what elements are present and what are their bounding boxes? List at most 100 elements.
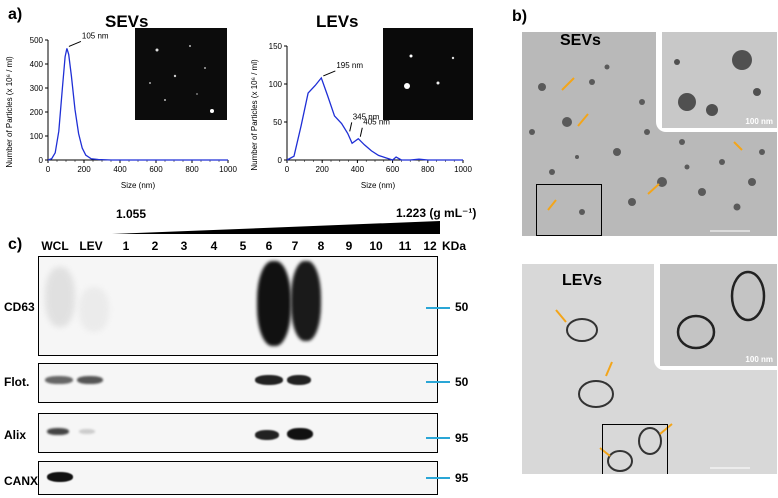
blot-row-label-cd63: CD63 [4,300,35,314]
levs-inset-scale-bar: 100 nm [745,355,773,364]
levs-series-line [286,76,463,161]
density-gradient-wedge [112,221,440,234]
sevs-y-tick-label-4: 400 [30,60,44,69]
panel-label-c: c) [8,236,23,253]
levs-annotation-arrow-0 [323,70,336,77]
sevs-y-tick-label-2: 200 [30,108,44,117]
sevs-inset-image: 100 nm [662,32,777,128]
sevs-x-axis-label: Size (nm) [121,181,156,190]
band-alix-wcl [47,428,69,435]
levs-x-axis-label: Size (nm) [361,181,396,190]
sevs-x-tick-label-2: 400 [113,165,127,174]
band-alix-lev [79,429,95,434]
band-flot-lev [77,376,103,384]
sevs-x-tick-label-1: 200 [77,165,91,174]
blot-flotillin [38,363,438,403]
sevs-tem-title: SEVs [560,32,601,49]
sevs-tem-image: 100 nm SEVs [522,32,777,236]
sevs-zoom-box [536,184,602,236]
panel-label-b: b) [512,8,528,25]
sevs-x-tick-label-0: 0 [46,165,51,174]
levs-inset-image: 100 nm [660,264,777,366]
blot-cd63 [38,256,438,356]
lane-label-9: 8 [317,239,325,253]
lane-label-4: 3 [180,239,188,253]
band-canx-wcl [47,472,73,482]
mw-marker-flot [426,381,450,383]
gradient-start-label: 1.055 [116,207,147,221]
levs-annotation-label-2: 405 nm [363,118,390,127]
band-alix-lane7 [287,428,313,440]
sevs-chart-title: SEVs [105,12,149,31]
blot-row-label-canx: CANX [4,474,39,488]
sevs-y-tick-label-0: 0 [39,156,44,165]
levs-x-tick-label-1: 200 [316,165,330,174]
blot-row-label-alix: Alix [4,428,27,442]
levs-y-tick-label-3: 150 [269,42,283,51]
sevs-y-tick-label-5: 500 [30,36,44,45]
band-cd63-lane7 [291,261,321,341]
levs-x-tick-label-5: 1000 [454,165,472,174]
lane-label-2: 1 [122,239,130,253]
levs-tem-image: 100 nm [522,264,777,474]
lane-label-5: 4 [210,239,218,253]
lane-label-11: 10 [369,239,383,253]
levs-x-tick-label-3: 600 [386,165,400,174]
mw-label-alix: 95 [455,431,469,445]
levs-annotation-arrow-1 [349,122,353,132]
levs-y-tick-label-0: 0 [278,156,283,165]
lane-label-10: 9 [345,239,353,253]
band-flot-lane6 [255,375,283,385]
mw-label-flot: 50 [455,375,469,389]
levs-zoom-box [602,424,668,474]
mw-marker-canx [426,477,450,479]
band-alix-lane6 [255,430,279,440]
sevs-x-tick-label-4: 800 [185,165,199,174]
levs-y-tick-label-1: 50 [273,118,282,127]
blot-row-label-flot: Flot. [4,375,30,389]
levs-x-tick-label-2: 400 [351,165,365,174]
sevs-y-tick-label-3: 300 [30,84,44,93]
levs-annotation-arrow-2 [359,127,363,137]
levs-chart-title: LEVs [316,12,359,31]
mw-marker-alix [426,437,450,439]
band-flot-wcl [45,376,73,384]
lane-label-7: 6 [265,239,273,253]
sevs-x-tick-label-5: 1000 [219,165,237,174]
sevs-y-axis-label: Number of Particles (x 10⁶ / ml) [5,56,14,168]
lane-label-3: 2 [151,239,159,253]
levs-x-tick-label-4: 800 [421,165,435,174]
levs-x-tick-label-0: 0 [285,165,290,174]
band-flot-lane7 [287,375,311,385]
levs-annotation-label-0: 195 nm [336,61,363,70]
blot-calnexin [38,461,438,495]
lane-label-0: WCL [41,239,69,253]
mw-marker-cd63 [426,307,450,309]
sevs-annotation-arrow-0 [68,40,82,47]
sevs-size-distribution-chart: Number of Particles (x 10⁶ / ml) Size (n… [5,31,237,190]
sevs-x-tick-label-3: 600 [149,165,163,174]
blot-alix [38,413,438,453]
levs-tem-title: LEVs [562,272,603,289]
levs-size-distribution-chart: Number of Particles (x 10⁶ / ml) Size (n… [250,42,472,190]
levs-annotation-label-1: 345 nm [353,112,380,121]
levs-y-axis-label: Number of Particles (x 10⁶ / ml) [250,59,259,171]
lane-label-8: 7 [291,239,299,253]
lane-label-1: LEV [79,239,103,253]
sevs-inset-scale-bar: 100 nm [745,117,773,126]
sevs-y-tick-label-1: 100 [30,132,44,141]
lane-label-6: 5 [239,239,247,253]
band-cd63-lev [79,287,109,332]
kda-label: KDa [442,239,467,253]
levs-y-tick-label-2: 100 [269,80,283,89]
mw-label-canx: 95 [455,471,469,485]
sevs-annotation-label-0: 105 nm [82,31,109,40]
levs-nta-video-frame [383,28,473,120]
sevs-series-line [47,48,228,161]
band-cd63-wcl [45,267,75,327]
panel-label-a: a) [8,6,23,23]
sevs-nta-video-frame [135,28,227,120]
lane-label-12: 11 [398,239,412,253]
lane-label-13: 12 [423,239,437,253]
band-cd63-lane6 [257,261,291,346]
